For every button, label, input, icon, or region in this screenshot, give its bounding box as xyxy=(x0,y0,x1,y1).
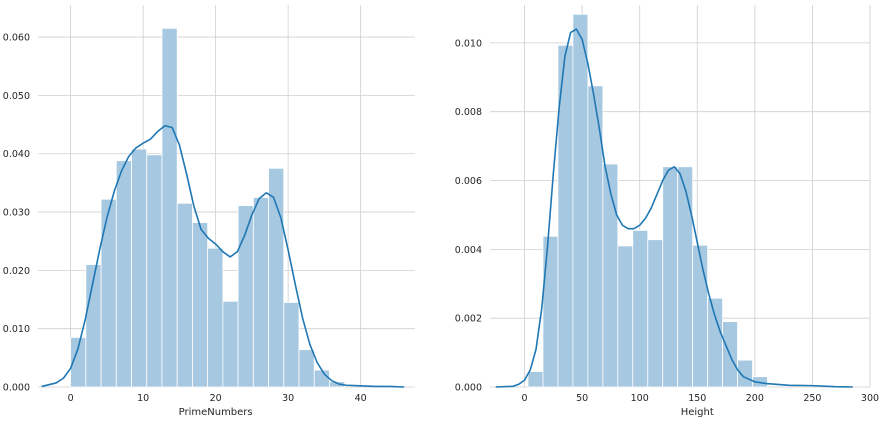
histogram-bar xyxy=(207,247,224,388)
histogram-bar xyxy=(587,85,604,388)
histogram-bar xyxy=(572,13,589,388)
kde-line xyxy=(495,28,853,388)
x-tick-label: 30 xyxy=(282,393,294,404)
histogram-bar xyxy=(632,230,649,388)
histogram-bar xyxy=(283,302,300,388)
histogram-bar xyxy=(192,222,209,388)
x-tick-label: 0 xyxy=(522,393,528,404)
y-tick-label: 0.020 xyxy=(3,266,30,277)
x-tick-label: 50 xyxy=(576,393,588,404)
y-tick-label: 0.040 xyxy=(3,149,30,160)
x-tick-label: 300 xyxy=(861,393,879,404)
histogram-bar xyxy=(692,244,709,388)
x-tick-label: 150 xyxy=(688,393,706,404)
y-tick-label: 0.000 xyxy=(3,383,30,394)
histogram-bar xyxy=(602,163,619,388)
y-tick-label: 0.002 xyxy=(455,314,482,325)
x-tick-label: 20 xyxy=(210,393,222,404)
x-tick-label: 40 xyxy=(355,393,367,404)
histogram-bar xyxy=(662,166,679,388)
histogram-bar xyxy=(737,359,753,388)
histogram-bar xyxy=(617,245,634,388)
chart-panel-1: 0.000 0.010 0.020 0.030 0.040 0.050 0.060 0 10 20… xyxy=(3,5,415,418)
histogram-bar xyxy=(146,154,163,388)
chart-panel-2: 0.000 0.002 0.004 0.006 0.008 0.010 0 50 100 150 2… xyxy=(455,5,879,418)
y-tick-label: 0.004 xyxy=(455,245,482,256)
y-tick-label: 0.060 xyxy=(3,33,30,44)
histogram-bar xyxy=(100,198,117,388)
x-tick-label: 200 xyxy=(746,393,764,404)
histogram-bar xyxy=(161,27,178,388)
y-tick-label: 0.030 xyxy=(3,208,30,219)
y-tick-label: 0.010 xyxy=(3,324,30,335)
histogram-bar xyxy=(252,197,269,388)
x-tick-label: 0 xyxy=(68,393,74,404)
histogram-bar xyxy=(527,371,544,388)
histogram-bar xyxy=(222,300,239,388)
x-axis-label: PrimeNumbers xyxy=(179,407,253,418)
histogram-bar xyxy=(115,160,132,388)
histogram-bar xyxy=(647,239,664,388)
x-tick-label: 100 xyxy=(631,393,649,404)
y-tick-label: 0.010 xyxy=(455,38,482,49)
y-tick-label: 0.000 xyxy=(455,383,482,394)
histogram-bar xyxy=(677,166,694,388)
histogram-bar xyxy=(707,297,724,388)
histogram-bar xyxy=(131,148,148,388)
kde-line xyxy=(41,124,405,388)
y-tick-label: 0.050 xyxy=(3,91,30,102)
y-tick-label: 0.008 xyxy=(455,107,482,118)
histogram-bar xyxy=(298,349,315,388)
x-axis-label: Height xyxy=(681,407,714,418)
x-tick-label: 10 xyxy=(137,393,149,404)
histogram-bar xyxy=(542,235,559,388)
y-tick-label: 0.006 xyxy=(455,176,482,187)
histogram-bar xyxy=(176,202,193,388)
x-tick-label: 250 xyxy=(803,393,821,404)
histogram-bar xyxy=(268,167,285,388)
histogram-bar xyxy=(313,369,330,388)
